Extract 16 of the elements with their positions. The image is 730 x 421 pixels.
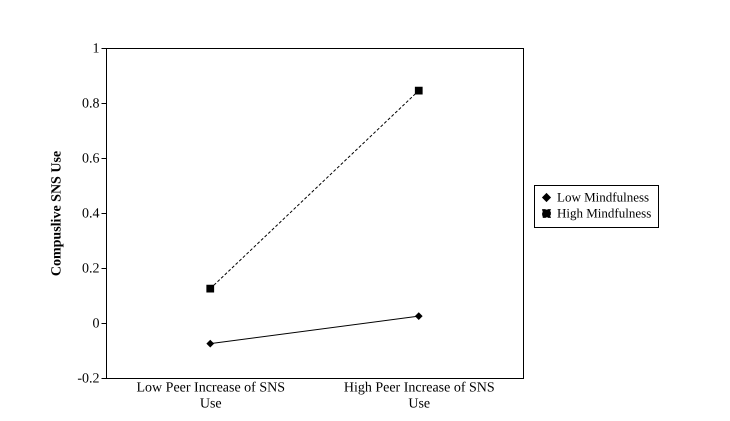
y-tick-label: 0.8 bbox=[82, 96, 100, 112]
point bbox=[414, 312, 423, 320]
y-tick-label: 0.2 bbox=[82, 262, 100, 276]
y-tick-label: 0 bbox=[92, 316, 100, 332]
point bbox=[206, 284, 214, 292]
y-axis-title: Compuslive SNS Use bbox=[49, 150, 64, 276]
y-tick-label: 0.4 bbox=[82, 206, 100, 222]
point bbox=[206, 340, 214, 348]
legend-label: Low Mindfulness bbox=[557, 190, 650, 204]
x-tick-label: Low Peer Increase of SNS Use bbox=[136, 380, 286, 412]
legend-label: High Mindfulness bbox=[557, 206, 652, 220]
point bbox=[414, 86, 423, 94]
x-tick-label: High Peer Increase of SNS Use bbox=[344, 380, 495, 412]
y-tick-label: 0.6 bbox=[82, 152, 100, 166]
y-tick-label: 1 bbox=[92, 42, 100, 56]
y-tick-label: -0.2 bbox=[77, 372, 100, 386]
